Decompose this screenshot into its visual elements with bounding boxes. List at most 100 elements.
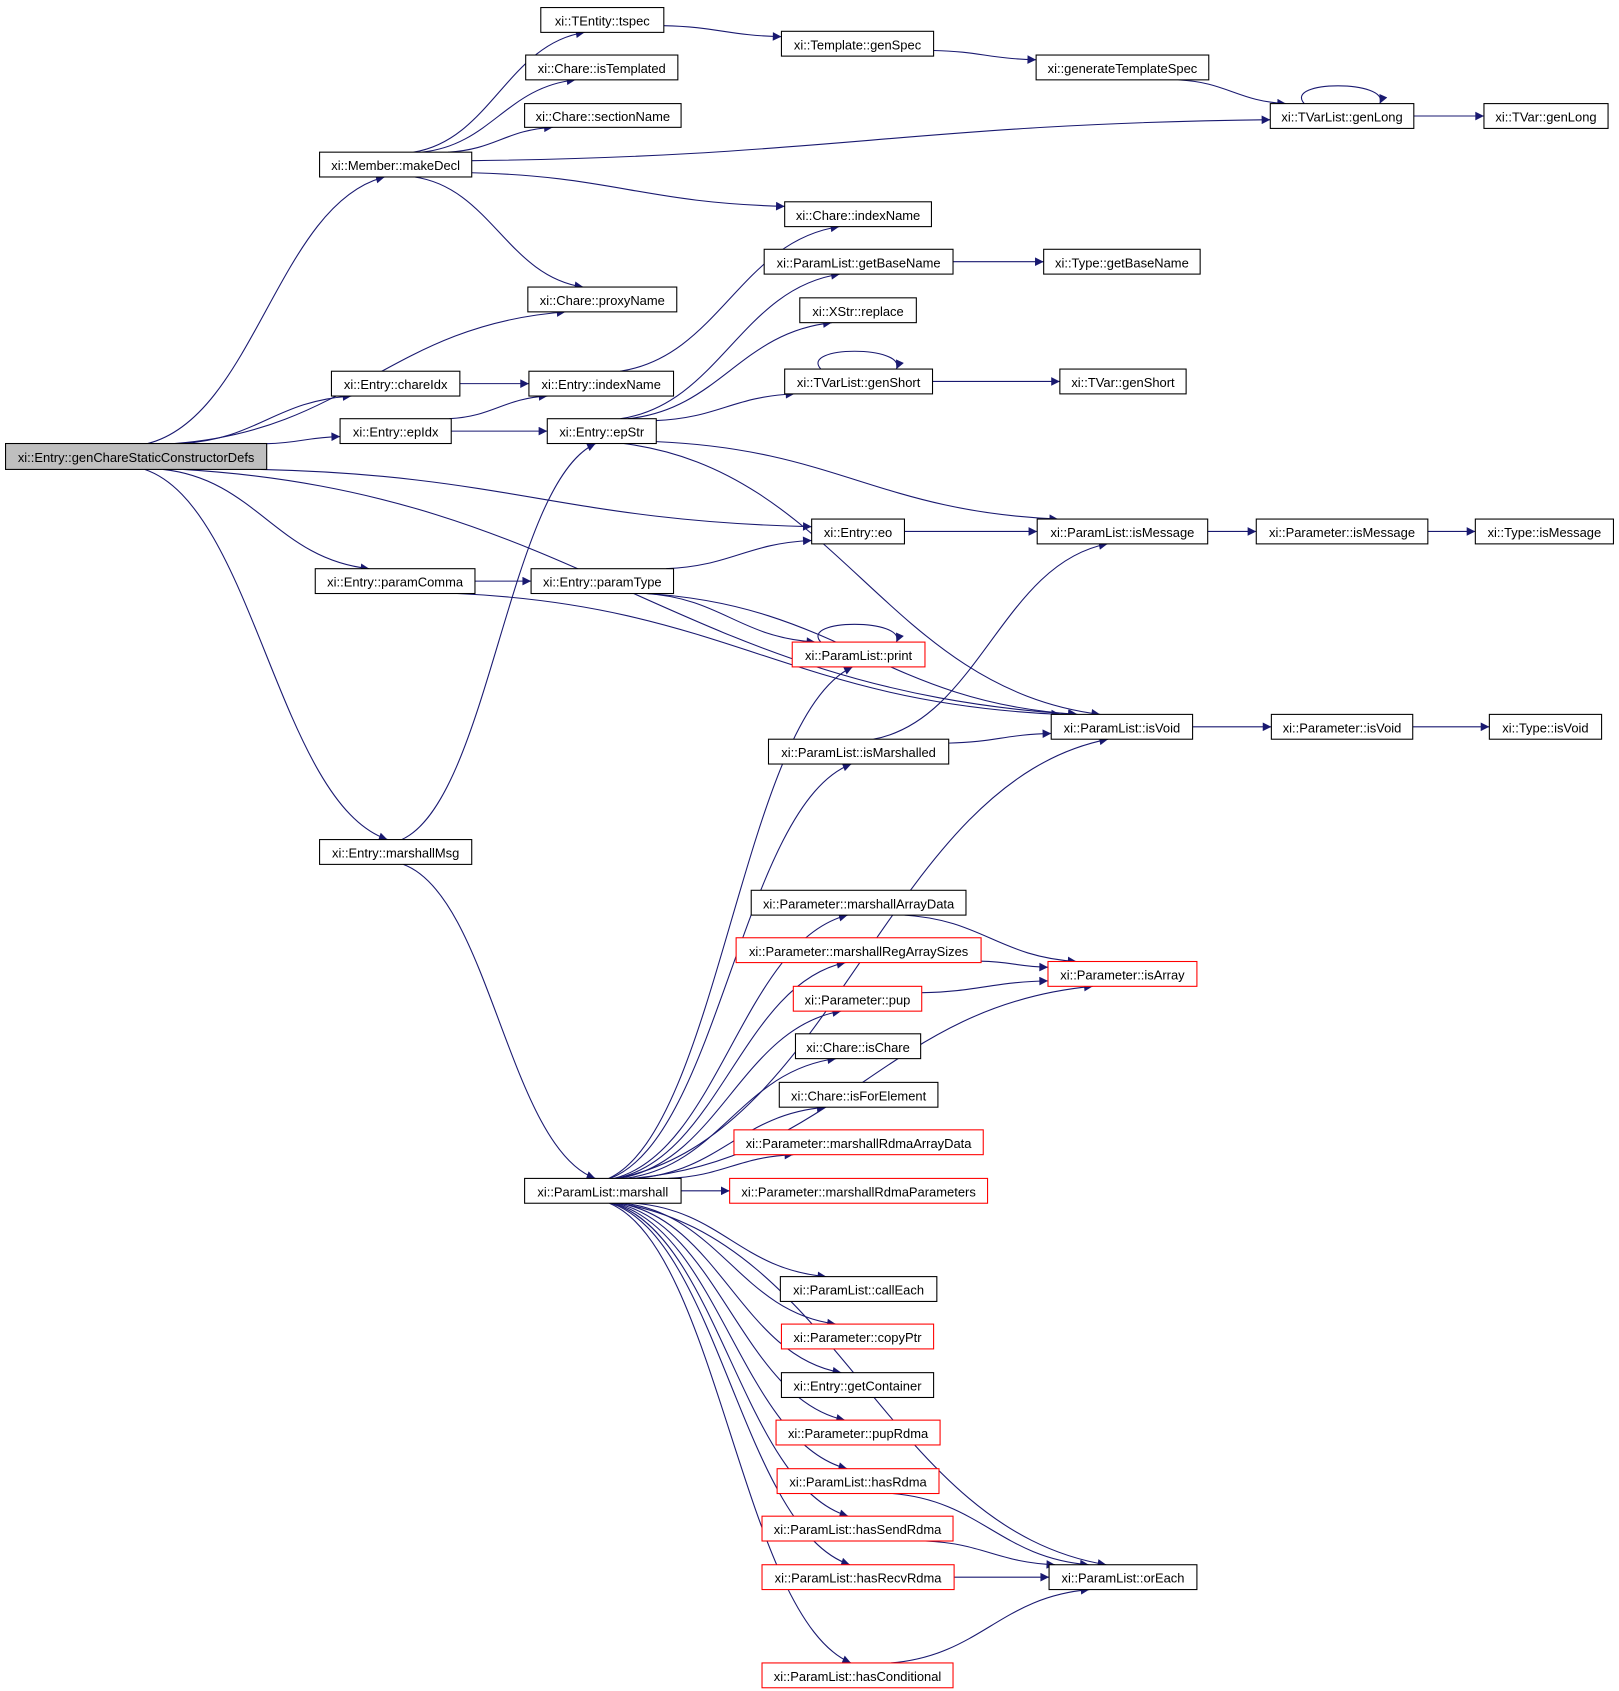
node-box (319, 839, 473, 865)
node-label: xi::ParamList::isMarshalled (781, 745, 936, 760)
node-genSpec[interactable]: xi::Template::genSpec (780, 30, 935, 57)
node-epStr[interactable]: xi::Entry::epStr (546, 418, 657, 445)
node-label: xi::Parameter::isMessage (1269, 525, 1415, 540)
node-tvGenLong[interactable]: xi::TVar::genLong (1483, 103, 1609, 129)
node-tvGenShort[interactable]: xi::TVar::genShort (1059, 368, 1187, 395)
edge-hasSendRdma-to-orEach (925, 1540, 1056, 1569)
node-mRdmaParams[interactable]: xi::Parameter::marshallRdmaParameters (729, 1177, 989, 1204)
node-label: xi::Chare::isChare (806, 1040, 910, 1055)
edge-marshall-to-getContainer (619, 1202, 842, 1376)
node-typeGetBaseName[interactable]: xi::Type::getBaseName (1043, 248, 1201, 275)
node-replace[interactable]: xi::XStr::replace (799, 297, 917, 324)
node-label: xi::Parameter::isArray (1060, 967, 1185, 982)
node-hasRdma[interactable]: xi::ParamList::hasRdma (776, 1468, 940, 1495)
edge-genTplSpec-to-tvlGenLong (1178, 79, 1286, 108)
edge-marshall-to-print (608, 666, 853, 1179)
edge-isMarshalled-to-plIsMessage (873, 541, 1108, 740)
node-tvlGenShort[interactable]: xi::TVarList::genShort (784, 368, 934, 395)
node-box (761, 1564, 955, 1591)
node-mRegArraySizes[interactable]: xi::Parameter::marshallRegArraySizes (735, 937, 982, 964)
nodes-layer: xi::Entry::genChareStaticConstructorDefs… (5, 7, 1614, 1689)
node-makeDecl[interactable]: xi::Member::makeDecl (319, 151, 473, 178)
node-label: xi::TVar::genShort (1071, 375, 1175, 390)
node-isArray[interactable]: xi::Parameter::isArray (1047, 960, 1198, 987)
edge-paramType-to-eo (666, 536, 812, 570)
node-label: xi::Entry::paramComma (327, 575, 464, 590)
node-label: xi::Entry::eo (824, 525, 892, 540)
node-label: xi::ParamList::callEach (793, 1283, 924, 1298)
edge-root-to-eo (260, 468, 812, 531)
node-label: xi::Type::isVoid (1502, 720, 1588, 735)
node-box (1059, 368, 1187, 395)
node-box (1043, 248, 1201, 275)
node-box (791, 641, 926, 668)
edge-tvlGenLong-to-tvlGenLong (1300, 85, 1388, 104)
node-tIsMessage[interactable]: xi::Type::isMessage (1474, 518, 1614, 545)
node-tvlGenLong[interactable]: xi::TVarList::genLong (1269, 103, 1415, 129)
node-entryIndexName[interactable]: xi::Entry::indexName (528, 370, 675, 397)
node-genTplSpec[interactable]: xi::generateTemplateSpec (1035, 54, 1210, 81)
node-label: xi::ParamList::isMessage (1051, 525, 1195, 540)
node-isMarshalled[interactable]: xi::ParamList::isMarshalled (767, 738, 950, 765)
node-pupRdma[interactable]: xi::Parameter::pupRdma (775, 1419, 941, 1446)
node-orEach[interactable]: xi::ParamList::orEach (1048, 1564, 1198, 1591)
node-box (811, 518, 906, 545)
node-box (776, 1468, 940, 1495)
node-box (1255, 518, 1429, 545)
node-paramComma[interactable]: xi::Entry::paramComma (314, 568, 476, 595)
edge-hasConditional-to-orEach (891, 1585, 1090, 1664)
node-box (784, 368, 934, 395)
node-print[interactable]: xi::ParamList::print (791, 641, 926, 668)
node-label: xi::ParamList::isVoid (1064, 720, 1180, 735)
node-hasSendRdma[interactable]: xi::ParamList::hasSendRdma (761, 1515, 954, 1542)
edge-genSpec-to-genTplSpec (933, 49, 1037, 64)
node-paramType[interactable]: xi::Entry::paramType (530, 568, 675, 595)
node-marshall[interactable]: xi::ParamList::marshall (524, 1177, 682, 1204)
node-box (1036, 518, 1209, 545)
edge-marshall-to-mRdmaArrayData (668, 1150, 794, 1179)
node-pIsVoid[interactable]: xi::Parameter::isVoid (1270, 713, 1414, 740)
node-copyPtr[interactable]: xi::Parameter::copyPtr (780, 1323, 935, 1350)
node-box (1269, 103, 1415, 129)
node-label: xi::Chare::isForElement (791, 1088, 927, 1103)
node-isForElement[interactable]: xi::Chare::isForElement (778, 1081, 939, 1108)
node-eo[interactable]: xi::Entry::eo (811, 518, 906, 545)
node-label: xi::ParamList::hasConditional (774, 1669, 942, 1684)
edge-mRegArraySizes-to-isArray (981, 960, 1048, 972)
node-isTemplated[interactable]: xi::Chare::isTemplated (525, 54, 679, 81)
node-box (733, 1129, 984, 1156)
node-mArrayData[interactable]: xi::Parameter::marshallArrayData (750, 889, 967, 916)
edge-marshall-to-copyPtr (624, 1202, 836, 1328)
node-callEach[interactable]: xi::ParamList::callEach (779, 1276, 938, 1302)
node-hasRecvRdma[interactable]: xi::ParamList::hasRecvRdma (761, 1564, 955, 1591)
node-plIsMessage[interactable]: xi::ParamList::isMessage (1036, 518, 1209, 545)
node-box (775, 1419, 941, 1446)
node-chareIdx[interactable]: xi::Entry::chareIdx (330, 370, 461, 397)
node-chareIndexName[interactable]: xi::Chare::indexName (784, 201, 932, 228)
node-root[interactable]: xi::Entry::genChareStaticConstructorDefs (5, 442, 268, 470)
node-tIsVoid[interactable]: xi::Type::isVoid (1488, 713, 1603, 740)
node-box (792, 985, 923, 1012)
node-pIsMessage[interactable]: xi::Parameter::isMessage (1255, 518, 1429, 545)
node-box (527, 286, 678, 313)
node-sectionName[interactable]: xi::Chare::sectionName (524, 103, 682, 128)
node-tspec[interactable]: xi::TEntity::tspec (540, 7, 665, 33)
edge-epStr-to-replace (628, 319, 832, 420)
edge-isMarshalled-to-plIsVoid (948, 729, 1052, 744)
node-getContainer[interactable]: xi::Entry::getContainer (780, 1372, 935, 1399)
node-box (330, 370, 461, 397)
node-plIsVoid[interactable]: xi::ParamList::isVoid (1050, 713, 1194, 740)
node-hasConditional[interactable]: xi::ParamList::hasConditional (761, 1662, 954, 1689)
node-mRdmaArrayData[interactable]: xi::Parameter::marshallRdmaArrayData (733, 1129, 984, 1156)
node-proxyName[interactable]: xi::Chare::proxyName (527, 286, 678, 313)
edge-marshall-to-pupRdma (615, 1202, 846, 1423)
node-pup[interactable]: xi::Parameter::pup (792, 985, 923, 1012)
edge-hasRdma-to-orEach (892, 1492, 1089, 1569)
edge-marshall-to-hasConditional (609, 1202, 852, 1664)
node-plGetBaseName[interactable]: xi::ParamList::getBaseName (763, 248, 954, 275)
node-label: xi::Entry::paramType (543, 575, 662, 590)
node-label: xi::Parameter::copyPtr (794, 1330, 923, 1345)
node-marshallMsg[interactable]: xi::Entry::marshallMsg (319, 839, 473, 865)
node-isChare[interactable]: xi::Chare::isChare (794, 1033, 922, 1060)
node-epIdx[interactable]: xi::Entry::epIdx (339, 418, 452, 445)
